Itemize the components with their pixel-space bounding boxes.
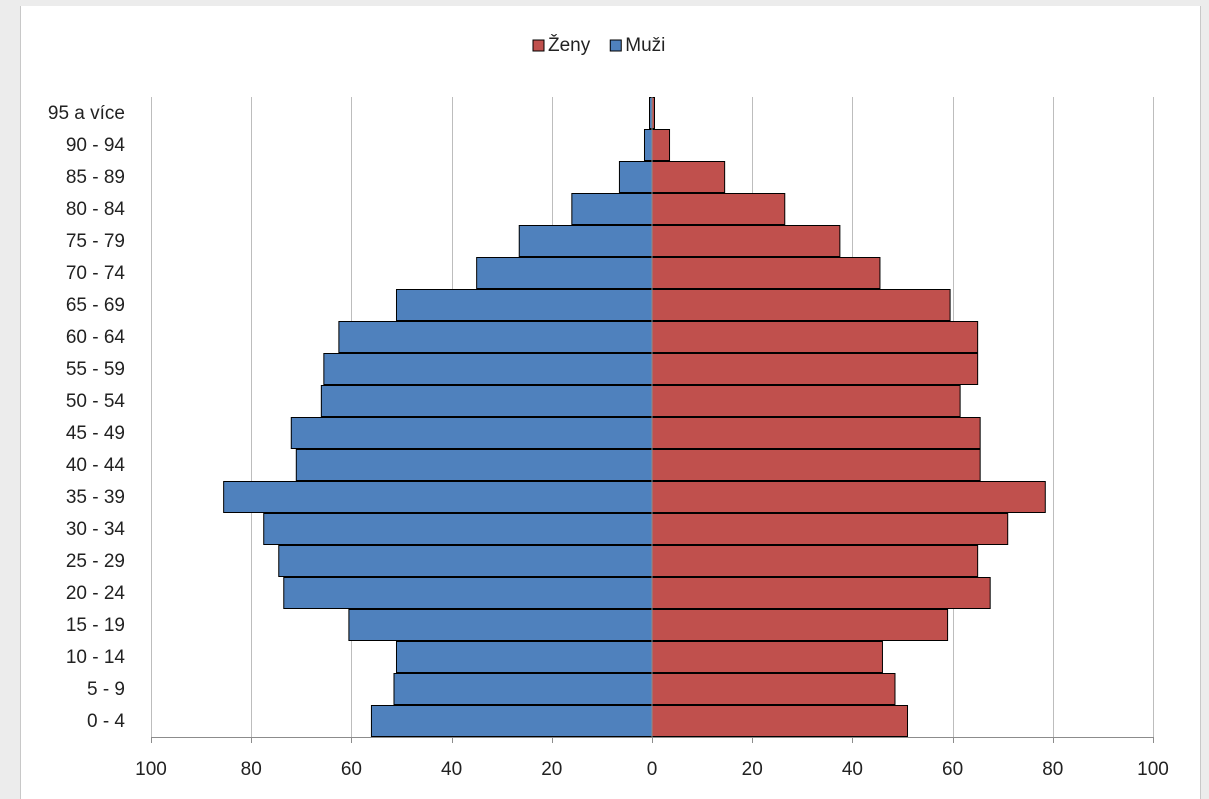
y-tick-label: 0 - 4 — [87, 711, 125, 732]
y-tick-label: 30 - 34 — [66, 519, 126, 540]
bar-muzi-9 — [290, 417, 653, 449]
bar-muzi-7 — [223, 481, 653, 513]
y-tick-label: 85 - 89 — [66, 167, 125, 188]
x-tick-label: 20 — [742, 759, 763, 780]
bar-zeny-11 — [651, 353, 979, 385]
axes — [151, 97, 1154, 743]
bar-muzi-10 — [320, 385, 653, 417]
x-tick-label: 60 — [341, 759, 362, 780]
bar-muzi-11 — [323, 353, 653, 385]
y-tick-label: 10 - 14 — [66, 647, 126, 668]
bar-zeny-13 — [651, 289, 951, 321]
y-tick-label: 90 - 94 — [66, 135, 126, 156]
bar-zeny-14 — [651, 257, 881, 289]
bar-zeny-9 — [651, 417, 981, 449]
bar-muzi-5 — [278, 545, 653, 577]
bar-zeny-3 — [651, 609, 949, 641]
x-tick-label: 80 — [1042, 759, 1063, 780]
bar-muzi-4 — [283, 577, 653, 609]
x-tick-label: 40 — [842, 759, 863, 780]
bar-muzi-6 — [263, 513, 653, 545]
y-tick-label: 25 - 29 — [66, 551, 125, 572]
legend: Ženy Muži — [532, 34, 665, 56]
x-tick-label: 80 — [241, 759, 262, 780]
legend-label: Muži — [625, 35, 665, 56]
bar-muzi-15 — [518, 225, 653, 257]
bar-muzi-2 — [395, 641, 653, 673]
legend-swatch — [532, 39, 545, 52]
population-pyramid-chart: 0 - 4 5 - 9 10 - 14 15 - 19 20 - 24 25 - 29 30… — [48, 34, 1169, 780]
bar-zeny-12 — [651, 321, 979, 353]
y-tick-label: 75 - 79 — [66, 231, 125, 252]
y-tick-label: 80 - 84 — [66, 199, 126, 220]
bar-muzi-1 — [393, 673, 653, 705]
legend-label: Ženy — [548, 34, 591, 56]
y-tick-label: 95 a více — [48, 103, 125, 124]
bar-muzi-8 — [295, 449, 653, 481]
bar-zeny-0 — [651, 705, 909, 737]
bar-zeny-4 — [651, 577, 991, 609]
bar-zeny-8 — [651, 449, 981, 481]
bar-muzi-14 — [476, 257, 653, 289]
y-tick-label: 70 - 74 — [66, 263, 126, 284]
y-tick-label: 45 - 49 — [66, 423, 125, 444]
chart-area: 0 - 4 5 - 9 10 - 14 15 - 19 20 - 24 25 - 29 30… — [20, 6, 1201, 799]
legend-swatch — [609, 39, 622, 52]
bar-muzi-0 — [370, 705, 653, 737]
x-tick-label: 100 — [135, 759, 167, 780]
y-tick-label: 35 - 39 — [66, 487, 125, 508]
bar-zeny-18 — [651, 129, 671, 161]
x-tick-label: 60 — [942, 759, 963, 780]
x-tick-labels: 100 80 60 40 20 0 20 40 60 80 100 — [135, 759, 1169, 780]
x-tick-label: 0 — [647, 759, 658, 780]
bar-muzi-12 — [338, 321, 653, 353]
bar-muzi-13 — [395, 289, 653, 321]
y-tick-label: 5 - 9 — [87, 679, 125, 700]
y-tick-label: 55 - 59 — [66, 359, 125, 380]
bar-zeny-10 — [651, 385, 961, 417]
y-tick-labels: 0 - 4 5 - 9 10 - 14 15 - 19 20 - 24 25 - 29 30… — [48, 103, 126, 732]
bar-zeny-7 — [651, 481, 1046, 513]
bar-muzi-18 — [643, 129, 653, 161]
y-tick-label: 15 - 19 — [66, 615, 125, 636]
y-tick-label: 60 - 64 — [66, 327, 126, 348]
bar-zeny-6 — [651, 513, 1009, 545]
y-tick-label: 50 - 54 — [66, 391, 126, 412]
x-tick-label: 40 — [441, 759, 462, 780]
y-tick-label: 40 - 44 — [66, 455, 126, 476]
bar-zeny-15 — [651, 225, 841, 257]
bar-muzi-16 — [571, 193, 653, 225]
bar-muzi-17 — [618, 161, 653, 193]
y-tick-label: 20 - 24 — [66, 583, 126, 604]
bar-zeny-2 — [651, 641, 883, 673]
bar-zeny-1 — [651, 673, 896, 705]
y-tick-label: 65 - 69 — [66, 295, 125, 316]
bars — [223, 97, 1046, 737]
bar-zeny-17 — [651, 161, 726, 193]
x-tick-label: 100 — [1137, 759, 1169, 780]
bar-zeny-16 — [651, 193, 786, 225]
bar-zeny-5 — [651, 545, 979, 577]
x-tick-label: 20 — [541, 759, 562, 780]
bar-muzi-3 — [348, 609, 653, 641]
